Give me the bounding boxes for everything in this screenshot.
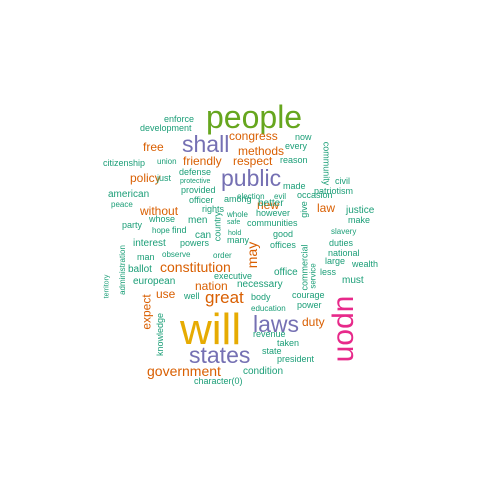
word: observe [162,250,191,259]
word: executive [214,271,253,281]
word: just [157,173,172,183]
word: upon [330,295,364,363]
word: defense [179,167,212,177]
word: provided [181,185,216,195]
word: enforce [164,114,195,124]
word: well [184,291,200,301]
word: make [348,215,371,225]
word: civil [335,176,350,186]
word: better [258,198,284,209]
word: nation [195,279,228,293]
word: good [273,229,294,239]
word: men [188,215,208,226]
word: territory [103,274,111,299]
word: necessary [237,279,283,290]
word: order [213,251,232,260]
word: revenue [253,329,286,339]
word: hope [152,226,170,235]
word: public [221,165,282,191]
word: interest [133,238,166,249]
word: body [251,292,271,302]
word: slavery [331,227,357,236]
word: offices [270,240,296,250]
word: union [157,157,177,166]
word: american [108,189,150,200]
word: state [262,346,282,356]
word: however [256,208,291,218]
word: evil [274,192,287,201]
word: power [297,300,322,310]
word: development [140,123,192,133]
word: shall [182,131,230,157]
word: duty [302,315,325,329]
word: office [274,267,298,278]
word: people [206,99,303,135]
word: communities [247,218,298,228]
word: reason [280,155,308,165]
word: friendly [183,154,222,168]
word: government [147,363,221,379]
word: character(0) [194,376,243,386]
word: made [283,181,306,191]
word: courage [292,290,325,300]
word: may [244,241,261,269]
word: condition [243,366,284,377]
word: will [180,305,242,354]
word: service [308,263,318,289]
word: policy [130,171,161,185]
word: administration [117,245,127,295]
word: now [295,132,312,142]
word: states [189,342,251,368]
word: constitution [160,259,231,275]
word: education [251,304,286,313]
word: protective [180,178,211,185]
word: european [133,276,176,287]
word: president [277,354,315,364]
word: every [285,141,308,151]
word: ballot [128,264,152,275]
word: expect [139,294,154,330]
word: whose [149,214,176,224]
word: officer [189,195,214,205]
word: methods [238,144,285,158]
word: must [342,275,364,286]
word: use [156,287,176,301]
word: election [237,192,265,201]
word: large [325,256,346,266]
word: taken [277,338,300,348]
word: national [328,248,360,258]
word: less [320,267,337,277]
word: duties [329,238,354,248]
word: wealth [352,259,379,269]
word: find [172,225,187,235]
word: laws [253,311,300,337]
word: patriotism [314,186,354,196]
word: peace [111,200,133,209]
word: knowledge [155,312,166,357]
word: great [205,288,244,307]
word: safe [227,219,241,226]
word: citizenship [103,158,146,168]
word: can [195,230,212,241]
word: rights [202,204,225,214]
word: justice [346,205,375,216]
word: law [317,201,336,215]
word: community [321,141,332,186]
word: among [224,194,252,204]
word: country [212,211,223,242]
word: powers [180,238,210,248]
word: occasion [297,190,333,200]
word: man [137,252,155,262]
word: without [140,204,179,218]
word: new [257,198,280,212]
word: congress [229,129,278,143]
word: give [298,201,309,218]
word: hold [228,230,242,237]
word: party [122,220,143,230]
word: whole [227,210,248,219]
word: free [143,140,164,154]
word: respect [233,154,273,168]
word: many [227,235,250,245]
